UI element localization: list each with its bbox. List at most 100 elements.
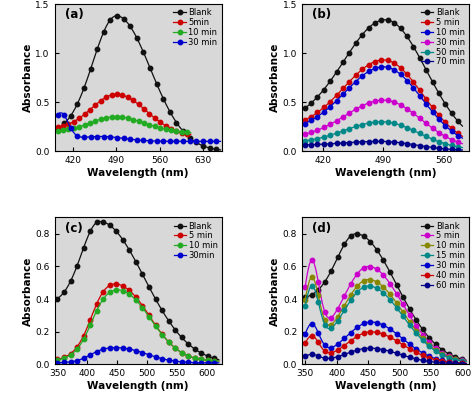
10 min — [433, 348, 438, 353]
10 min — [179, 350, 184, 355]
X-axis label: Wavelength (nm): Wavelength (nm) — [335, 381, 437, 391]
5 min — [302, 118, 308, 123]
Line: 10 min: 10 min — [55, 288, 221, 363]
10 min — [463, 359, 469, 364]
10 min — [460, 136, 465, 141]
30 min — [437, 358, 443, 362]
10 min — [65, 127, 71, 132]
X-axis label: Wavelength (nm): Wavelength (nm) — [335, 168, 437, 178]
30min — [68, 359, 73, 364]
Blank — [433, 342, 438, 347]
X-axis label: Wavelength (nm): Wavelength (nm) — [87, 168, 189, 178]
50 min — [379, 119, 384, 124]
10 min — [68, 352, 73, 357]
5 min — [185, 354, 191, 358]
10 min — [55, 357, 60, 362]
Line: 30 min: 30 min — [55, 111, 223, 144]
40 min — [448, 360, 454, 365]
Blank — [426, 335, 432, 340]
30 min — [315, 128, 320, 132]
30 min — [191, 139, 197, 144]
Blank — [185, 341, 191, 346]
60 min — [433, 360, 438, 364]
Blank — [463, 358, 469, 362]
Line: 10 min: 10 min — [55, 115, 193, 135]
30 min — [423, 121, 429, 126]
70 min — [430, 145, 436, 150]
Legend: Blank, 5 min, 10 min, 15 min, 30 min, 40 min, 60 min: Blank, 5 min, 10 min, 15 min, 30 min, 40… — [419, 220, 467, 291]
40 min — [437, 358, 443, 363]
5min — [161, 122, 167, 127]
30 min — [430, 126, 436, 130]
Blank — [187, 135, 192, 140]
Blank — [191, 139, 197, 143]
Blank — [216, 357, 222, 362]
Line: 5 min: 5 min — [302, 58, 465, 139]
5 min — [423, 96, 429, 101]
5 min — [201, 357, 206, 362]
Blank — [55, 296, 60, 301]
Blank — [218, 147, 223, 152]
40 min — [367, 329, 373, 334]
Blank — [315, 94, 320, 99]
Line: 60 min: 60 min — [303, 346, 468, 366]
5 min — [463, 358, 469, 363]
5 min — [426, 340, 432, 345]
5 min — [183, 352, 189, 357]
Blank — [68, 279, 73, 284]
15 min — [302, 304, 308, 309]
60 min — [448, 361, 454, 366]
Line: 50 min: 50 min — [302, 119, 465, 150]
30 min — [426, 354, 432, 358]
60 min — [302, 354, 308, 359]
Blank — [315, 288, 321, 292]
40 min — [426, 356, 432, 360]
50 min — [430, 137, 436, 142]
30 min — [202, 139, 208, 144]
5 min — [315, 110, 320, 115]
60 min — [367, 346, 373, 351]
30min — [185, 360, 191, 365]
10 min — [157, 126, 163, 130]
5 min — [190, 355, 195, 360]
10 min — [112, 115, 118, 119]
70 min — [423, 144, 429, 149]
Blank — [445, 105, 450, 110]
50 min — [423, 134, 429, 139]
30 min — [434, 129, 440, 134]
Line: 10 min: 10 min — [302, 65, 465, 141]
60 min — [431, 360, 437, 364]
30 min — [185, 139, 191, 144]
30 min — [302, 132, 308, 136]
10 min — [423, 102, 429, 107]
5 min — [381, 58, 386, 62]
5 min — [68, 351, 73, 356]
Line: 15 min: 15 min — [303, 284, 468, 364]
70 min — [302, 143, 308, 147]
5 min — [309, 258, 315, 262]
10 min — [434, 115, 440, 119]
Text: (b): (b) — [312, 9, 331, 21]
30 min — [218, 139, 223, 144]
Blank — [383, 17, 389, 22]
10 min — [166, 128, 172, 132]
60 min — [463, 361, 469, 366]
10 min — [437, 351, 443, 356]
10 min — [188, 130, 193, 135]
30 min — [70, 129, 76, 134]
10 min — [428, 107, 433, 112]
30min — [183, 360, 189, 364]
Legend: Blank, 5 min, 10 min, 30min: Blank, 5 min, 10 min, 30min — [172, 220, 219, 262]
30 min — [55, 113, 61, 117]
Line: Blank: Blank — [55, 219, 221, 362]
10 min — [161, 126, 167, 131]
40 min — [433, 357, 438, 362]
Blank — [68, 113, 73, 118]
30min — [216, 360, 222, 365]
30 min — [431, 356, 437, 360]
40 min — [315, 340, 321, 345]
70 min — [434, 145, 440, 150]
Blank — [185, 133, 191, 138]
30 min — [428, 124, 433, 129]
Line: Blank: Blank — [55, 14, 223, 152]
